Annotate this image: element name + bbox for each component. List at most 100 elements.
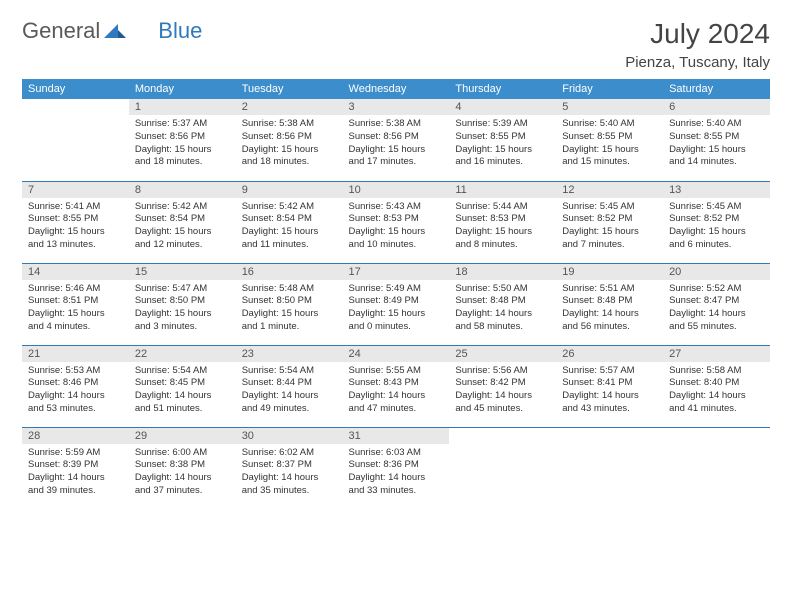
day-content: Sunrise: 5:57 AMSunset: 8:41 PMDaylight:… [556,362,663,420]
calendar-cell: 16Sunrise: 5:48 AMSunset: 8:50 PMDayligh… [236,263,343,345]
day-content: Sunrise: 5:58 AMSunset: 8:40 PMDaylight:… [663,362,770,420]
day-number: 5 [556,99,663,115]
day-number: 11 [449,182,556,198]
day-number: 24 [343,346,450,362]
day-content: Sunrise: 5:45 AMSunset: 8:52 PMDaylight:… [556,198,663,256]
weekday-header: Monday [129,79,236,99]
day-number: 30 [236,428,343,444]
day-content: Sunrise: 5:40 AMSunset: 8:55 PMDaylight:… [663,115,770,173]
day-number: 25 [449,346,556,362]
calendar-cell: 30Sunrise: 6:02 AMSunset: 8:37 PMDayligh… [236,427,343,509]
logo-triangle-icon [104,18,126,44]
calendar-cell: 17Sunrise: 5:49 AMSunset: 8:49 PMDayligh… [343,263,450,345]
calendar-cell: 18Sunrise: 5:50 AMSunset: 8:48 PMDayligh… [449,263,556,345]
calendar-row: 7Sunrise: 5:41 AMSunset: 8:55 PMDaylight… [22,181,770,263]
calendar-cell: 27Sunrise: 5:58 AMSunset: 8:40 PMDayligh… [663,345,770,427]
calendar-cell [449,427,556,509]
day-number: 21 [22,346,129,362]
logo-text-blue: Blue [158,18,202,44]
day-number: 8 [129,182,236,198]
day-content: Sunrise: 5:43 AMSunset: 8:53 PMDaylight:… [343,198,450,256]
day-number: 29 [129,428,236,444]
calendar-row: 21Sunrise: 5:53 AMSunset: 8:46 PMDayligh… [22,345,770,427]
day-number: 26 [556,346,663,362]
calendar-cell: 4Sunrise: 5:39 AMSunset: 8:55 PMDaylight… [449,99,556,181]
day-number: 3 [343,99,450,115]
day-number: 13 [663,182,770,198]
weekday-header: Saturday [663,79,770,99]
calendar-cell: 29Sunrise: 6:00 AMSunset: 8:38 PMDayligh… [129,427,236,509]
calendar-cell: 5Sunrise: 5:40 AMSunset: 8:55 PMDaylight… [556,99,663,181]
calendar-cell: 2Sunrise: 5:38 AMSunset: 8:56 PMDaylight… [236,99,343,181]
day-number: 28 [22,428,129,444]
calendar-cell: 19Sunrise: 5:51 AMSunset: 8:48 PMDayligh… [556,263,663,345]
day-content: Sunrise: 5:55 AMSunset: 8:43 PMDaylight:… [343,362,450,420]
day-content: Sunrise: 5:56 AMSunset: 8:42 PMDaylight:… [449,362,556,420]
day-number: 14 [22,264,129,280]
day-number: 22 [129,346,236,362]
calendar-cell: 11Sunrise: 5:44 AMSunset: 8:53 PMDayligh… [449,181,556,263]
day-number: 7 [22,182,129,198]
month-title: July 2024 [625,18,770,50]
day-content: Sunrise: 5:42 AMSunset: 8:54 PMDaylight:… [236,198,343,256]
weekday-header: Tuesday [236,79,343,99]
day-number: 4 [449,99,556,115]
calendar-header-row: SundayMondayTuesdayWednesdayThursdayFrid… [22,79,770,99]
day-number: 16 [236,264,343,280]
day-number: 18 [449,264,556,280]
day-content: Sunrise: 5:38 AMSunset: 8:56 PMDaylight:… [236,115,343,173]
day-content: Sunrise: 5:48 AMSunset: 8:50 PMDaylight:… [236,280,343,338]
day-number: 12 [556,182,663,198]
calendar-table: SundayMondayTuesdayWednesdayThursdayFrid… [22,79,770,509]
calendar-cell: 1Sunrise: 5:37 AMSunset: 8:56 PMDaylight… [129,99,236,181]
day-number: 15 [129,264,236,280]
location-text: Pienza, Tuscany, Italy [625,54,770,71]
day-content: Sunrise: 5:49 AMSunset: 8:49 PMDaylight:… [343,280,450,338]
day-content: Sunrise: 5:52 AMSunset: 8:47 PMDaylight:… [663,280,770,338]
day-number: 17 [343,264,450,280]
weekday-header: Sunday [22,79,129,99]
calendar-cell [556,427,663,509]
calendar-cell: 7Sunrise: 5:41 AMSunset: 8:55 PMDaylight… [22,181,129,263]
calendar-cell: 31Sunrise: 6:03 AMSunset: 8:36 PMDayligh… [343,427,450,509]
header: General Blue July 2024 Pienza, Tuscany, … [22,18,770,71]
calendar-cell: 14Sunrise: 5:46 AMSunset: 8:51 PMDayligh… [22,263,129,345]
day-content: Sunrise: 5:41 AMSunset: 8:55 PMDaylight:… [22,198,129,256]
calendar-cell [663,427,770,509]
day-content: Sunrise: 5:37 AMSunset: 8:56 PMDaylight:… [129,115,236,173]
day-number: 9 [236,182,343,198]
calendar-cell: 9Sunrise: 5:42 AMSunset: 8:54 PMDaylight… [236,181,343,263]
calendar-cell: 21Sunrise: 5:53 AMSunset: 8:46 PMDayligh… [22,345,129,427]
day-content: Sunrise: 5:50 AMSunset: 8:48 PMDaylight:… [449,280,556,338]
weekday-header: Wednesday [343,79,450,99]
day-content: Sunrise: 5:38 AMSunset: 8:56 PMDaylight:… [343,115,450,173]
calendar-cell: 15Sunrise: 5:47 AMSunset: 8:50 PMDayligh… [129,263,236,345]
day-content: Sunrise: 5:42 AMSunset: 8:54 PMDaylight:… [129,198,236,256]
day-content: Sunrise: 5:46 AMSunset: 8:51 PMDaylight:… [22,280,129,338]
day-number: 31 [343,428,450,444]
day-content: Sunrise: 5:44 AMSunset: 8:53 PMDaylight:… [449,198,556,256]
day-number: 1 [129,99,236,115]
calendar-cell: 26Sunrise: 5:57 AMSunset: 8:41 PMDayligh… [556,345,663,427]
calendar-cell: 8Sunrise: 5:42 AMSunset: 8:54 PMDaylight… [129,181,236,263]
day-content: Sunrise: 6:00 AMSunset: 8:38 PMDaylight:… [129,444,236,502]
day-content: Sunrise: 5:54 AMSunset: 8:44 PMDaylight:… [236,362,343,420]
calendar-body: 1Sunrise: 5:37 AMSunset: 8:56 PMDaylight… [22,99,770,509]
calendar-cell: 3Sunrise: 5:38 AMSunset: 8:56 PMDaylight… [343,99,450,181]
day-content: Sunrise: 6:03 AMSunset: 8:36 PMDaylight:… [343,444,450,502]
weekday-header: Friday [556,79,663,99]
day-number: 23 [236,346,343,362]
day-content: Sunrise: 5:45 AMSunset: 8:52 PMDaylight:… [663,198,770,256]
calendar-cell: 23Sunrise: 5:54 AMSunset: 8:44 PMDayligh… [236,345,343,427]
calendar-row: 1Sunrise: 5:37 AMSunset: 8:56 PMDaylight… [22,99,770,181]
day-content: Sunrise: 6:02 AMSunset: 8:37 PMDaylight:… [236,444,343,502]
logo-text-gray: General [22,18,100,44]
calendar-row: 14Sunrise: 5:46 AMSunset: 8:51 PMDayligh… [22,263,770,345]
title-block: July 2024 Pienza, Tuscany, Italy [625,18,770,71]
weekday-header: Thursday [449,79,556,99]
day-content: Sunrise: 5:51 AMSunset: 8:48 PMDaylight:… [556,280,663,338]
day-number: 10 [343,182,450,198]
calendar-cell: 28Sunrise: 5:59 AMSunset: 8:39 PMDayligh… [22,427,129,509]
calendar-cell: 6Sunrise: 5:40 AMSunset: 8:55 PMDaylight… [663,99,770,181]
calendar-cell: 10Sunrise: 5:43 AMSunset: 8:53 PMDayligh… [343,181,450,263]
